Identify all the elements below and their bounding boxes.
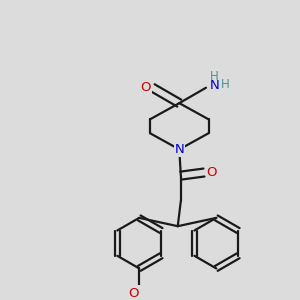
Text: N: N [210,79,220,92]
Text: H: H [210,70,219,83]
Text: H: H [221,78,230,91]
Text: N: N [174,143,184,156]
Text: O: O [128,287,139,300]
Text: O: O [206,166,217,179]
Text: O: O [141,81,151,94]
